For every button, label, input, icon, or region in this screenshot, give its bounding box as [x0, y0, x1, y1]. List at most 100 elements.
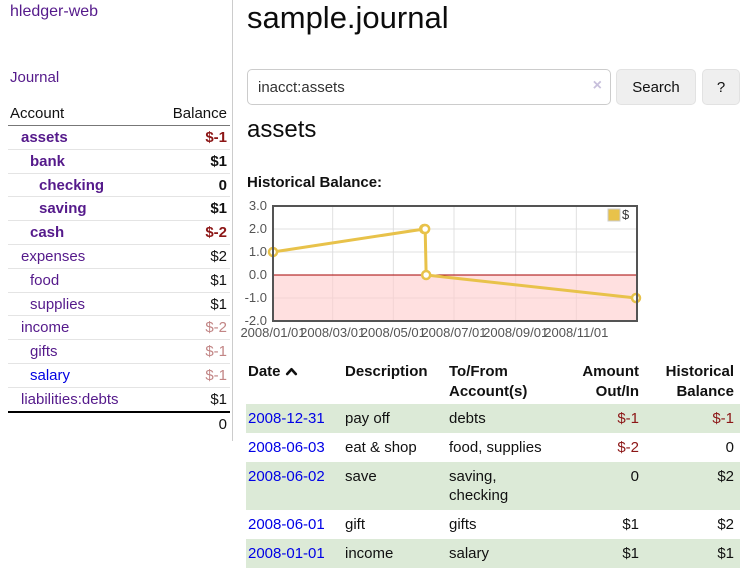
transactions-header: Date Description To/From Account(s) Amoun… [246, 362, 740, 404]
column-header-balance: Historical Balance [665, 363, 734, 400]
transaction-date-link[interactable]: 2008-01-01 [248, 545, 325, 562]
transactions-table: Date Description To/From Account(s) Amoun… [246, 362, 740, 568]
chart-title: Historical Balance: [247, 174, 383, 191]
x-axis-tick-label: 2008/07/01 [421, 325, 486, 340]
y-axis-tick-label: 0.0 [249, 267, 267, 282]
chart-data-marker [420, 269, 432, 281]
transaction-accounts: saving, checking [449, 468, 509, 504]
plot-border [272, 205, 638, 322]
account-link[interactable]: saving [39, 200, 87, 218]
brand-link[interactable]: hledger-web [10, 3, 99, 20]
column-header-description: Description [345, 363, 428, 380]
sidebar-account-row: income $-2 [8, 316, 230, 341]
transaction-amount: $-1 [617, 410, 639, 427]
sidebar-account-row: expenses $2 [8, 245, 230, 269]
account-tree-body: assets $-1 bank $1 checking 0 saving $1 cash $-2 e… [8, 126, 230, 412]
y-axis-tick-label: 3.0 [249, 199, 267, 213]
column-header-amount: Amount Out/In [582, 363, 639, 400]
account-link[interactable]: gifts [30, 343, 58, 361]
x-axis-tick-label: 2008/09/01 [483, 325, 548, 340]
transaction-balance: $-1 [712, 410, 734, 427]
help-button[interactable]: ? [702, 69, 740, 105]
transaction-row: 2008-12-31 pay off debts $-1 $-1 [246, 404, 740, 433]
account-link[interactable]: bank [30, 152, 66, 170]
account-heading: assets [247, 116, 317, 143]
account-balance: $1 [210, 152, 227, 170]
account-link[interactable]: expenses [21, 247, 86, 265]
search-input[interactable] [247, 69, 611, 105]
account-balance: $1 [210, 390, 227, 408]
transaction-amount: 0 [630, 468, 639, 485]
sidebar-account-row: checking 0 [8, 174, 230, 198]
transaction-date-link[interactable]: 2008-12-31 [248, 410, 325, 427]
sidebar-account-row: liabilities:debts $1 [8, 388, 230, 412]
account-balance: $-1 [205, 129, 227, 146]
account-link[interactable]: supplies [30, 295, 86, 313]
transaction-balance: $2 [717, 468, 734, 485]
account-balance: 0 [218, 176, 227, 194]
account-link[interactable]: income [21, 319, 70, 337]
sort-ascending-icon [285, 363, 298, 383]
account-balance: $1 [210, 295, 227, 313]
column-header-date[interactable]: Date [246, 362, 343, 402]
account-total-balance: 0 [218, 415, 227, 433]
transaction-amount: $-2 [617, 439, 639, 456]
sidebar-account-row: gifts $-1 [8, 340, 230, 364]
account-balance: $-1 [205, 366, 227, 384]
sidebar: hledger-web Journal Account Balance asse… [0, 0, 233, 441]
account-tree: Account Balance assets $-1 bank $1 checking 0… [8, 102, 230, 435]
x-axis-tick-label: 2008/03/01 [300, 325, 365, 340]
account-link[interactable]: assets [21, 129, 68, 146]
account-balance: $-1 [205, 343, 227, 361]
historical-balance-chart: 3.0 2.0 1.0 0.0 -1.0 -2.02008/01/012008/03/01… [240, 199, 642, 340]
transaction-description: save [345, 468, 377, 485]
transaction-balance: 0 [725, 439, 734, 456]
transaction-accounts: gifts [449, 516, 477, 533]
account-balance: $-2 [205, 319, 227, 337]
x-axis-tick-label: 2008/11/01 [544, 325, 608, 340]
search-button[interactable]: Search [616, 69, 696, 105]
transaction-row: 2008-01-01 income salary $1 $1 [246, 539, 740, 568]
transaction-amount: $1 [622, 545, 639, 562]
x-axis-tick-label: 2008/01/01 [240, 325, 305, 340]
transaction-description: pay off [345, 410, 390, 427]
transaction-description: eat & shop [345, 439, 417, 456]
account-balance: $1 [210, 271, 227, 289]
account-column-header: Account [10, 105, 65, 122]
transaction-row: 2008-06-02 save saving, checking 0 $2 [246, 462, 740, 510]
transaction-date-link[interactable]: 2008-06-01 [248, 516, 325, 533]
sidebar-account-row: cash $-2 [8, 221, 230, 245]
sidebar-account-row: salary $-1 [8, 364, 230, 388]
negative-region [273, 275, 637, 321]
y-axis-tick-label: 2.0 [249, 221, 267, 236]
transaction-accounts: debts [449, 410, 486, 427]
account-link[interactable]: checking [39, 176, 105, 194]
search-box: × [247, 69, 611, 105]
account-link[interactable]: liabilities:debts [21, 390, 119, 408]
transaction-description: gift [345, 516, 366, 533]
account-balance: $1 [210, 200, 227, 218]
account-tree-header: Account Balance [8, 102, 230, 126]
main-content: sample.journal × Search ? assets Histori… [233, 0, 742, 582]
sidebar-account-row: food $1 [8, 269, 230, 293]
sidebar-account-row: bank $1 [8, 150, 230, 174]
transaction-date-link[interactable]: 2008-06-02 [248, 468, 325, 485]
y-axis-tick-label: 1.0 [249, 244, 267, 259]
page-title: sample.journal [247, 0, 449, 35]
account-link[interactable]: salary [30, 366, 71, 384]
transaction-accounts: salary [449, 545, 490, 562]
account-balance: $-2 [205, 224, 227, 242]
transaction-date-link[interactable]: 2008-06-03 [248, 439, 325, 456]
clear-search-icon[interactable]: × [592, 77, 602, 94]
account-link[interactable]: cash [30, 224, 65, 242]
transaction-description: income [345, 545, 394, 562]
transaction-accounts: food, supplies [449, 439, 542, 456]
transaction-balance: $2 [717, 516, 734, 533]
sidebar-account-row: saving $1 [8, 197, 230, 222]
balance-column-header: Balance [172, 105, 227, 122]
account-total-row: 0 [8, 410, 230, 435]
sidebar-item-journal[interactable]: Journal [10, 69, 60, 86]
account-link[interactable]: food [30, 271, 60, 289]
transaction-row: 2008-06-01 gift gifts $1 $2 [246, 510, 740, 539]
